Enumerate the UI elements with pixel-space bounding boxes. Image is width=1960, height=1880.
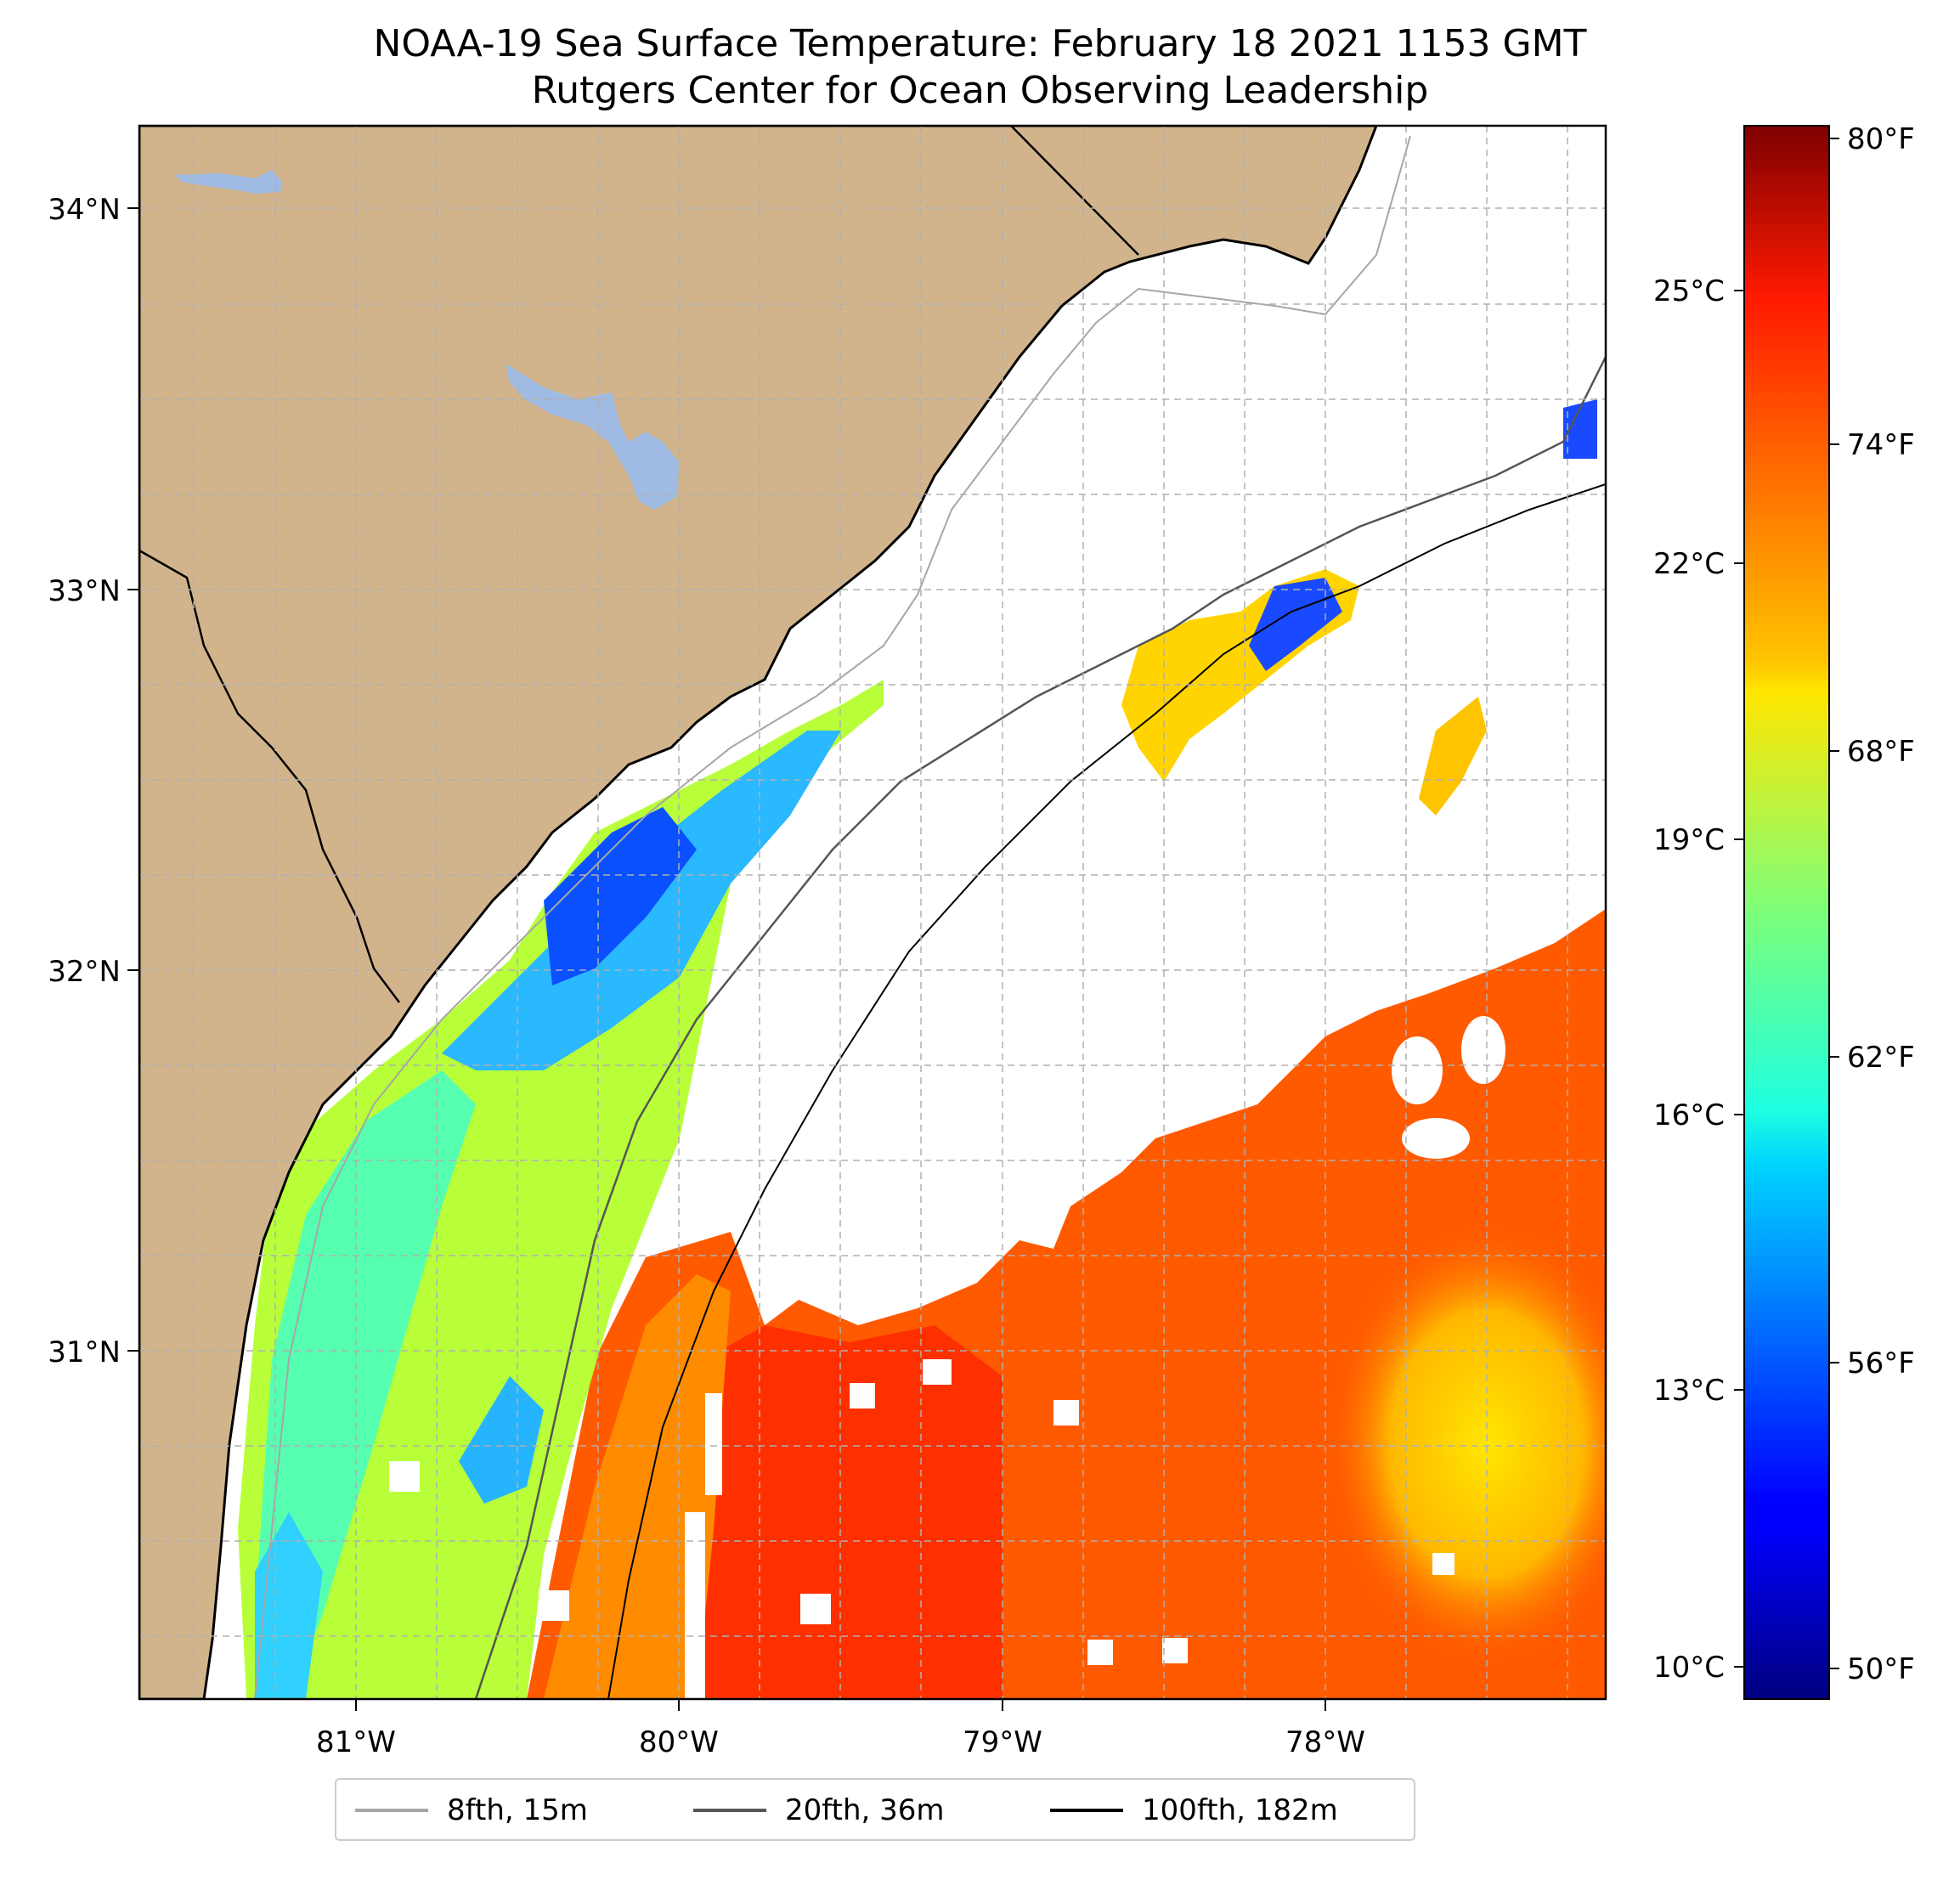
colorbar-f-74: 74°F xyxy=(1847,428,1915,462)
lon-label-80: 80°W xyxy=(639,1725,719,1759)
colorbar-c-16: 16°C xyxy=(1653,1098,1725,1132)
legend-label-100fth: 100fth, 182m xyxy=(1142,1793,1338,1827)
lat-label-32: 32°N xyxy=(48,955,121,989)
colorbar-f-62: 62°F xyxy=(1847,1041,1915,1075)
legend-label-8fth: 8fth, 15m xyxy=(447,1793,588,1827)
lon-label-78: 78°W xyxy=(1285,1725,1365,1759)
colorbar-f-50: 50°F xyxy=(1847,1652,1915,1686)
legend-line-8fth-icon xyxy=(355,1809,428,1812)
lon-label-81: 81°W xyxy=(316,1725,396,1759)
lat-label-33: 33°N xyxy=(48,574,121,608)
contour-8fth xyxy=(254,135,1411,1699)
legend-line-20fth-icon xyxy=(693,1809,766,1812)
colorbar xyxy=(1743,125,1830,1700)
colorbar-c-13: 13°C xyxy=(1653,1374,1725,1408)
colorbar-f-68: 68°F xyxy=(1847,735,1915,769)
lake-hartwell xyxy=(175,170,282,194)
map-subtitle: Rutgers Center for Ocean Observing Leade… xyxy=(531,69,1429,112)
colorbar-c-22: 22°C xyxy=(1653,547,1725,581)
legend-item-8fth: 8fth, 15m xyxy=(355,1793,588,1827)
legend-line-100fth-icon xyxy=(1050,1809,1123,1812)
colorbar-c-10: 10°C xyxy=(1653,1651,1725,1685)
map-title: NOAA-19 Sea Surface Temperature: Februar… xyxy=(373,22,1587,65)
lat-label-34: 34°N xyxy=(48,193,121,227)
lon-label-79: 79°W xyxy=(963,1725,1042,1759)
contour-100fth xyxy=(607,483,1606,1699)
map-frame xyxy=(138,124,1607,1701)
colorbar-f-80: 80°F xyxy=(1847,122,1915,156)
colorbar-f-56: 56°F xyxy=(1847,1346,1915,1380)
legend-item-20fth: 20fth, 36m xyxy=(693,1793,945,1827)
map-panel xyxy=(139,126,1606,1699)
land-mass xyxy=(139,126,1378,1699)
contour-legend: 8fth, 15m 20fth, 36m 100fth, 182m xyxy=(335,1778,1415,1841)
lake-marion xyxy=(506,364,680,510)
lat-label-31: 31°N xyxy=(48,1335,121,1369)
legend-label-20fth: 20fth, 36m xyxy=(785,1793,945,1827)
sst-cool-region xyxy=(238,680,884,1699)
legend-item-100fth: 100fth, 182m xyxy=(1050,1793,1338,1827)
graticule xyxy=(139,126,1606,1699)
contour-20fth xyxy=(474,356,1606,1699)
colorbar-c-19: 19°C xyxy=(1653,823,1725,857)
colorbar-c-25: 25°C xyxy=(1653,274,1725,308)
